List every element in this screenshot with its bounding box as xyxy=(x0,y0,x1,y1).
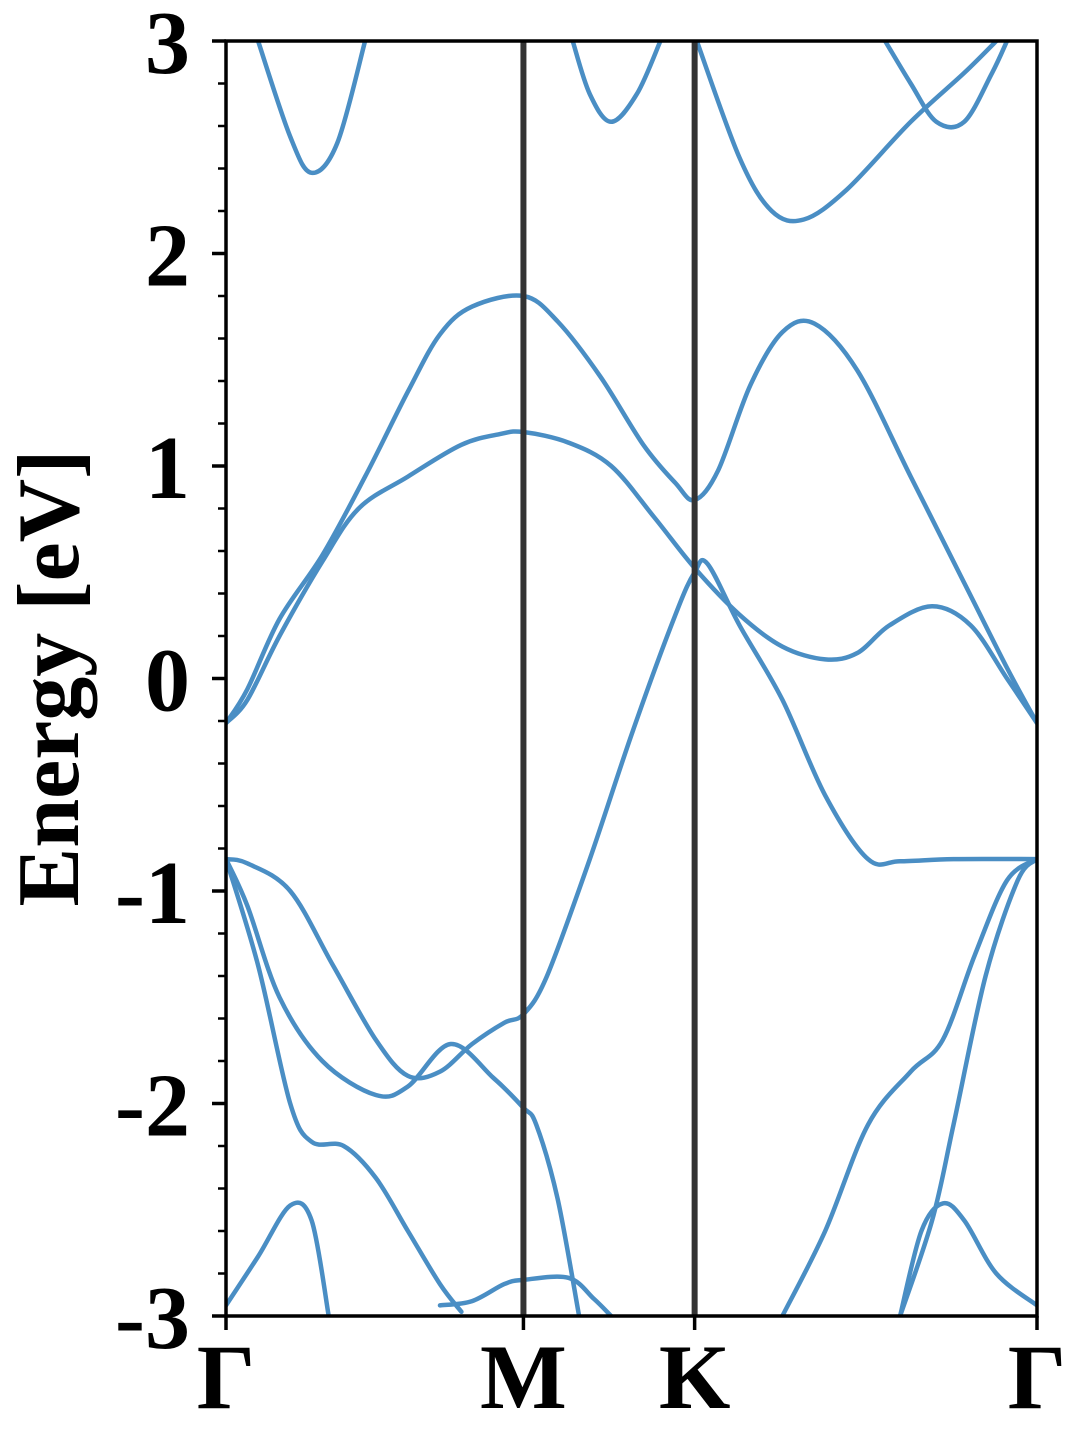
band-line-5 xyxy=(226,856,464,1315)
y-tick-label: 2 xyxy=(145,207,190,306)
x-tick-label: Γ xyxy=(1008,1326,1067,1428)
x-tick-label: Γ xyxy=(197,1326,256,1428)
y-tick-label: -2 xyxy=(115,1057,190,1156)
band-line-6 xyxy=(226,1200,331,1316)
band-line-3 xyxy=(226,557,1037,1081)
band-line-11 xyxy=(255,41,368,176)
y-tick-label: 3 xyxy=(145,0,190,93)
high-symmetry-lines xyxy=(520,41,698,1316)
plot-frame xyxy=(224,39,1039,1318)
x-tick-label: M xyxy=(480,1326,567,1428)
x-tick-label: K xyxy=(659,1326,731,1428)
band-line-12 xyxy=(570,41,663,125)
band-line-2 xyxy=(226,293,1037,726)
band-line-4 xyxy=(226,856,582,1316)
y-axis-label: Energy [eV] xyxy=(1,450,98,907)
y-tick-label: 1 xyxy=(145,419,190,518)
band-line-13 xyxy=(694,41,999,224)
band-line-8 xyxy=(780,856,1037,1316)
y-tick-label: 0 xyxy=(145,632,190,731)
y-axis-ticks: 3 2 1 0 -1 -2 -3 xyxy=(115,0,226,1368)
band-line-1 xyxy=(226,429,1037,726)
band-line-14 xyxy=(882,41,1010,130)
band-line-10 xyxy=(897,1200,1037,1316)
band-line-9 xyxy=(897,856,1037,1316)
band-lines xyxy=(226,41,1037,1316)
y-tick-label: -1 xyxy=(115,844,190,943)
y-tick-label: -3 xyxy=(115,1269,190,1368)
